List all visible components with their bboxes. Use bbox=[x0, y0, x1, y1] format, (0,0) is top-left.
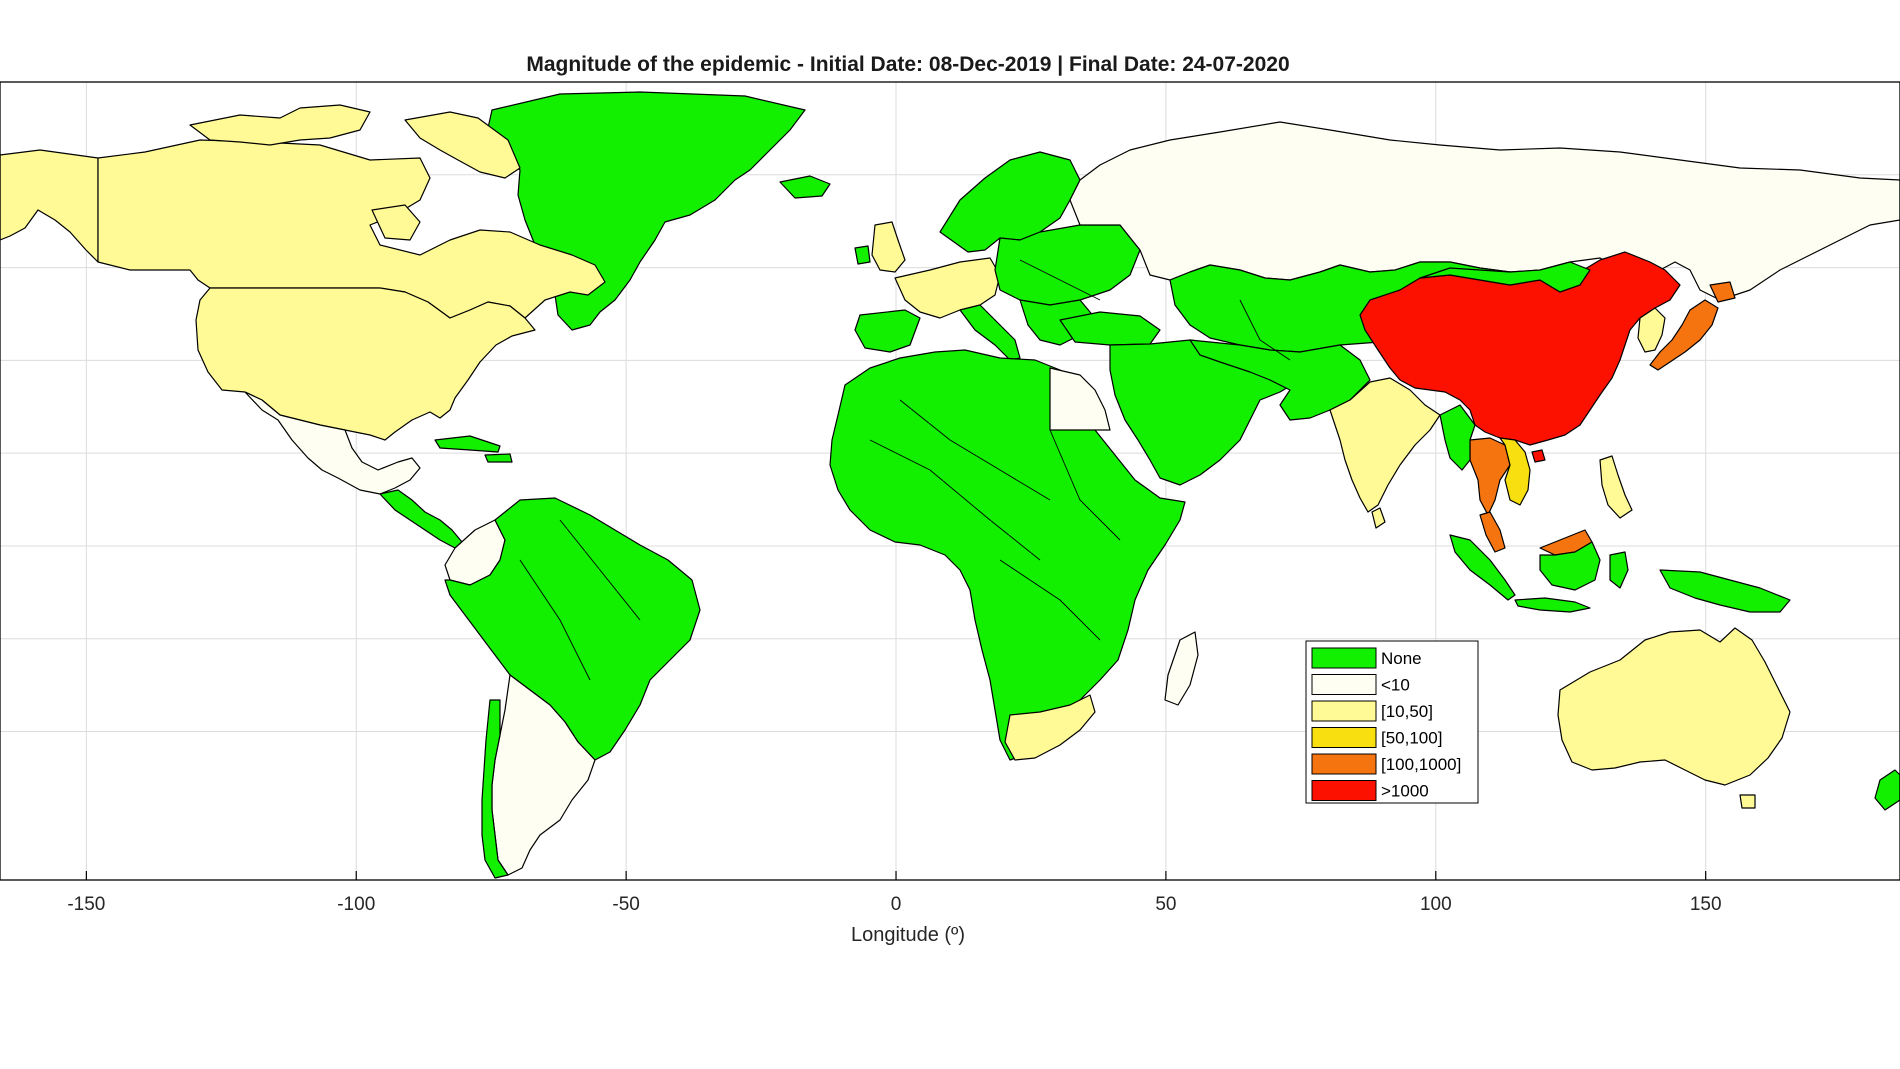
x-tick-label: -50 bbox=[612, 894, 639, 915]
region-eastern-europe bbox=[994, 224, 1141, 306]
map-axes: -150 -100 -50 0 50 100 150 bbox=[0, 81, 1900, 915]
x-tick-label: 150 bbox=[1690, 894, 1722, 915]
x-tick-label: 100 bbox=[1420, 894, 1452, 915]
region-turkey bbox=[1059, 311, 1161, 346]
region-hokkaido bbox=[1709, 281, 1736, 303]
region-arctic-islands bbox=[189, 104, 371, 146]
x-axis-label: Longitude (º) bbox=[851, 924, 965, 946]
region-korea bbox=[1637, 307, 1666, 353]
legend: None <10 [10,50] [50,100] [100,1000] >1000 bbox=[1305, 640, 1479, 804]
legend-swatch bbox=[1311, 647, 1377, 669]
region-philippines bbox=[1599, 455, 1633, 519]
region-tasmania bbox=[1739, 794, 1756, 809]
x-tick-label: -150 bbox=[67, 894, 105, 915]
region-malaysia bbox=[1479, 511, 1506, 553]
region-mongolia bbox=[1419, 261, 1591, 293]
x-tick-label: -100 bbox=[337, 894, 375, 915]
region-india bbox=[1329, 377, 1441, 513]
legend-swatch bbox=[1311, 674, 1377, 695]
region-ireland bbox=[854, 245, 871, 265]
map-title: Magnitude of the epidemic - Initial Date… bbox=[526, 53, 1289, 76]
region-italy bbox=[959, 304, 1021, 361]
region-iberia bbox=[854, 309, 921, 353]
region-western-europe bbox=[894, 257, 1001, 319]
region-baffin bbox=[404, 111, 521, 179]
legend-label: None bbox=[1381, 649, 1422, 668]
region-chile bbox=[481, 699, 509, 879]
region-new-zealand bbox=[1874, 769, 1900, 811]
region-iran-pakistan bbox=[1189, 339, 1371, 421]
region-hispaniola bbox=[484, 453, 513, 463]
region-madagascar bbox=[1164, 631, 1199, 706]
region-myanmar bbox=[1439, 404, 1476, 471]
region-sumatra bbox=[1449, 534, 1516, 601]
legend-label: [50,100] bbox=[1381, 729, 1442, 748]
region-borneo bbox=[1539, 541, 1601, 591]
region-new-guinea bbox=[1659, 569, 1791, 613]
region-sri-lanka bbox=[1371, 507, 1386, 529]
legend-swatch bbox=[1311, 780, 1377, 801]
region-hudson-island bbox=[371, 204, 421, 241]
region-mexico bbox=[244, 391, 421, 495]
region-alaska bbox=[0, 149, 99, 263]
legend-label: [100,1000] bbox=[1381, 755, 1461, 774]
plot-area bbox=[0, 82, 1900, 880]
region-japan bbox=[1649, 299, 1719, 371]
region-vietnam bbox=[1499, 437, 1531, 506]
region-iceland bbox=[779, 175, 831, 199]
legend-swatch bbox=[1311, 700, 1377, 722]
region-java bbox=[1514, 597, 1591, 613]
x-axis-ticks: -150 -100 -50 0 50 100 150 bbox=[67, 871, 1722, 915]
legend-label: >1000 bbox=[1381, 782, 1429, 801]
country-borders bbox=[97, 158, 1291, 681]
region-cuba bbox=[434, 435, 501, 453]
legend-swatch bbox=[1311, 753, 1377, 775]
region-united-kingdom bbox=[871, 221, 906, 273]
countries bbox=[0, 91, 1900, 879]
region-united-states bbox=[195, 287, 536, 441]
legend-label: [10,50] bbox=[1381, 702, 1433, 721]
legend-label: <10 bbox=[1381, 676, 1410, 695]
region-thailand bbox=[1469, 437, 1511, 516]
x-tick-label: 0 bbox=[891, 894, 902, 915]
region-hainan bbox=[1531, 449, 1546, 463]
region-australia bbox=[1557, 627, 1791, 786]
region-sulawesi bbox=[1609, 551, 1629, 589]
x-tick-label: 50 bbox=[1155, 894, 1176, 915]
region-south-africa bbox=[1004, 694, 1096, 761]
plot-frame bbox=[0, 81, 1900, 881]
legend-swatch bbox=[1311, 727, 1377, 748]
